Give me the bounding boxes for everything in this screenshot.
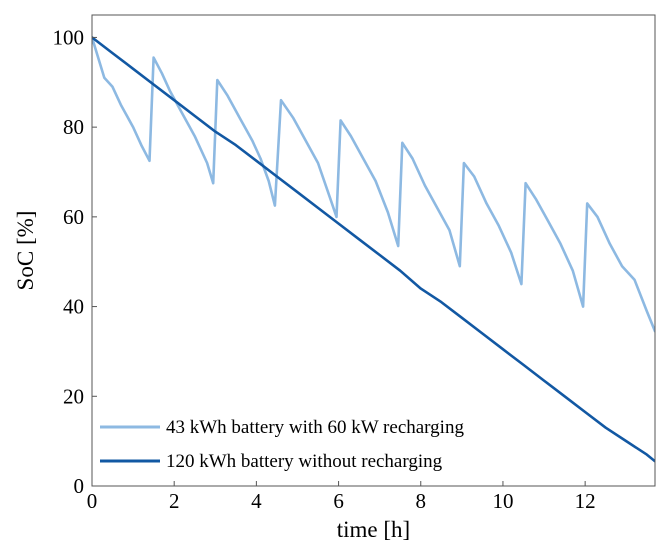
legend-label-2: 120 kWh battery without recharging xyxy=(166,451,443,472)
series-layer xyxy=(92,36,655,463)
y-tick-label: 100 xyxy=(53,25,85,49)
y-axis-label: SoC [%] xyxy=(13,211,38,291)
x-tick-label: 12 xyxy=(575,489,596,513)
y-tick-label: 40 xyxy=(63,295,84,319)
x-tick-label: 4 xyxy=(251,489,262,513)
tick-layer: 0 2 4 6 8 10 12 0 20 40 60 80 100 xyxy=(53,25,596,513)
x-tick-label: 8 xyxy=(416,489,427,513)
x-tick-label: 0 xyxy=(87,489,98,513)
x-tick-label: 10 xyxy=(492,489,513,513)
y-tick-label: 80 xyxy=(63,115,84,139)
legend: 43 kWh battery with 60 kW recharging 120 … xyxy=(100,417,464,472)
y-tick-label: 0 xyxy=(74,474,85,498)
x-tick-label: 6 xyxy=(333,489,344,513)
x-axis-label: time [h] xyxy=(337,517,410,542)
series-line-1 xyxy=(92,36,655,333)
series-line-2 xyxy=(92,36,655,463)
y-tick-label: 20 xyxy=(63,384,84,408)
plot-frame xyxy=(91,14,656,487)
legend-label-1: 43 kWh battery with 60 kW recharging xyxy=(166,417,464,438)
x-tick-label: 2 xyxy=(169,489,180,513)
y-tick-label: 60 xyxy=(63,205,84,229)
